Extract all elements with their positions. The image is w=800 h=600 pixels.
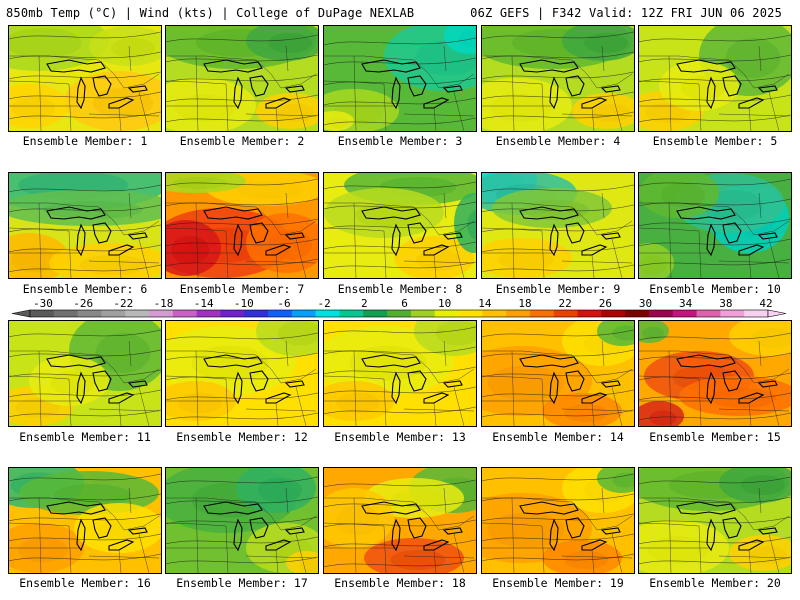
colorbar-tick-label: 6: [401, 298, 408, 310]
colorbar-tick-label: -30: [33, 298, 53, 310]
colorbar-swatch: [220, 310, 245, 317]
ensemble-member-label: Ensemble Member: 13: [334, 430, 466, 444]
colorbar-swatch: [244, 310, 269, 317]
ensemble-member-label: Ensemble Member: 19: [492, 576, 624, 590]
colorbar-tick-label: -2: [318, 298, 331, 310]
colorbar-swatch: [601, 310, 626, 317]
colorbar-tick-label: -6: [277, 298, 290, 310]
colorbar-swatch: [339, 310, 364, 317]
colorbar-swatch: [30, 310, 55, 317]
ensemble-member-9-map: [481, 172, 635, 279]
colorbar-tick-label: 18: [518, 298, 531, 310]
ensemble-member-6-map: [8, 172, 162, 279]
colorbar-tick-label: 2: [361, 298, 368, 310]
ensemble-member-label: Ensemble Member: 2: [179, 134, 305, 148]
colorbar-swatch: [577, 310, 602, 317]
map-title: 850mb Temp (°C) | Wind (kts) | College o…: [6, 6, 415, 20]
colorbar-tick-label: 22: [559, 298, 572, 310]
colorbar-swatch: [529, 310, 555, 317]
ensemble-member-label: Ensemble Member: 4: [495, 134, 621, 148]
ensemble-member-11-map: [8, 320, 162, 427]
ensemble-member-12-map: [165, 320, 319, 427]
colorbar-swatch: [720, 310, 745, 317]
colorbar-tick-label: -14: [194, 298, 214, 310]
ensemble-member-label: Ensemble Member: 12: [176, 430, 308, 444]
run-valid-time: 06Z GEFS | F342 Valid: 12Z FRI JUN 06 20…: [470, 6, 782, 20]
colorbar-swatch: [648, 310, 674, 317]
ensemble-member-label: Ensemble Member: 7: [179, 282, 305, 296]
ensemble-member-5-map: [638, 25, 792, 132]
colorbar-swatch: [506, 310, 531, 317]
colorbar-swatch: [553, 310, 578, 317]
colorbar-swatch: [125, 310, 150, 317]
ensemble-member-label: Ensemble Member: 20: [649, 576, 781, 590]
colorbar-swatch: [53, 310, 79, 317]
ensemble-member-label: Ensemble Member: 14: [492, 430, 624, 444]
colorbar-swatch: [434, 310, 459, 317]
colorbar-swatch: [315, 310, 340, 317]
colorbar-right-arrow: [767, 309, 787, 318]
colorbar-swatch: [101, 310, 126, 317]
colorbar-swatch: [744, 310, 769, 317]
colorbar-swatch: [410, 310, 436, 317]
colorbar-left-arrow: [11, 309, 31, 318]
colorbar-swatch: [625, 310, 650, 317]
colorbar-swatch: [458, 310, 483, 317]
colorbar-tick-label: 42: [759, 298, 772, 310]
ensemble-member-18-map: [323, 467, 477, 574]
ensemble-member-label: Ensemble Member: 9: [495, 282, 621, 296]
ensemble-member-13-map: [323, 320, 477, 427]
ensemble-member-10-map: [638, 172, 792, 279]
ensemble-member-19-map: [481, 467, 635, 574]
ensemble-member-4-map: [481, 25, 635, 132]
colorbar-tick-label: 14: [478, 298, 492, 310]
colorbar-swatch: [696, 310, 721, 317]
ensemble-member-label: Ensemble Member: 10: [649, 282, 781, 296]
colorbar-swatch: [172, 310, 198, 317]
ensemble-member-label: Ensemble Member: 18: [334, 576, 466, 590]
colorbar-swatch: [268, 310, 293, 317]
ensemble-member-label: Ensemble Member: 1: [22, 134, 148, 148]
ensemble-member-20-map: [638, 467, 792, 574]
colorbar-tick-label: 26: [599, 298, 612, 310]
colorbar-swatch: [363, 310, 388, 317]
ensemble-member-1-map: [8, 25, 162, 132]
colorbar-swatch: [196, 310, 221, 317]
ensemble-member-label: Ensemble Member: 8: [337, 282, 463, 296]
colorbar-swatch: [482, 310, 507, 317]
ensemble-member-label: Ensemble Member: 6: [22, 282, 148, 296]
ensemble-member-17-map: [165, 467, 319, 574]
colorbar-swatch: [291, 310, 317, 317]
ensemble-member-label: Ensemble Member: 15: [649, 430, 781, 444]
colorbar-tick-label: -26: [73, 298, 93, 310]
colorbar-swatch: [77, 310, 102, 317]
colorbar-swatch: [672, 310, 697, 317]
ensemble-member-label: Ensemble Member: 5: [652, 134, 778, 148]
temperature-colorbar: -30 -26 -22 -18 -14 -10 -6 -2 2 6 10 14 18 22 26 30 34 38…: [8, 298, 793, 322]
colorbar-swatch: [387, 310, 412, 317]
ensemble-member-14-map: [481, 320, 635, 427]
ensemble-member-label: Ensemble Member: 11: [19, 430, 151, 444]
ensemble-member-3-map: [323, 25, 477, 132]
ensemble-member-15-map: [638, 320, 792, 427]
colorbar-tick-label: 34: [679, 298, 693, 310]
ensemble-member-label: Ensemble Member: 16: [19, 576, 151, 590]
ensemble-member-7-map: [165, 172, 319, 279]
colorbar-tick-label: 10: [438, 298, 451, 310]
ensemble-member-8-map: [323, 172, 477, 279]
colorbar-tick-label: -18: [154, 298, 174, 310]
ensemble-member-2-map: [165, 25, 319, 132]
colorbar-tick-label: 30: [639, 298, 652, 310]
ensemble-member-16-map: [8, 467, 162, 574]
ensemble-member-label: Ensemble Member: 3: [337, 134, 463, 148]
colorbar-tick-label: 38: [719, 298, 732, 310]
colorbar-tick-label: -10: [234, 298, 254, 310]
colorbar-tick-label: -22: [113, 298, 133, 310]
colorbar-swatch: [149, 310, 174, 317]
ensemble-member-label: Ensemble Member: 17: [176, 576, 308, 590]
